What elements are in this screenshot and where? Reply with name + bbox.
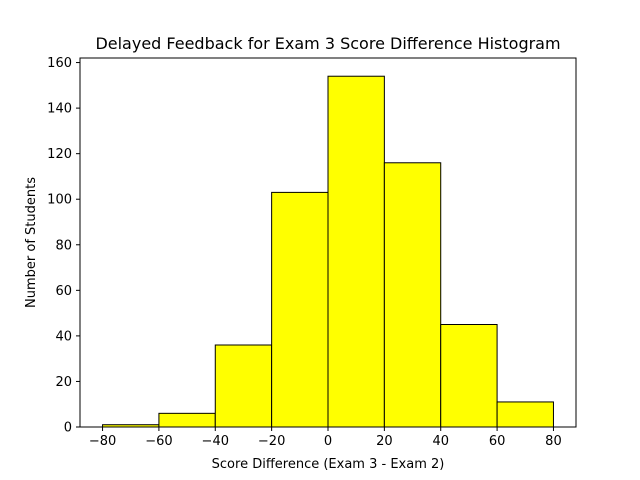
y-tick-label: 80: [55, 238, 72, 253]
x-tick-label: 40: [432, 434, 449, 449]
y-axis-ticks: 0 20 40 60 80 100 120 140 160: [47, 56, 80, 436]
x-tick-label: −60: [145, 434, 172, 449]
x-tick-label: 60: [489, 434, 506, 449]
bars-group: [102, 75, 554, 428]
y-tick-label: 40: [55, 329, 72, 344]
x-tick-label: 80: [545, 434, 562, 449]
histogram-bar-2: [214, 344, 273, 428]
x-tick-label: −20: [258, 434, 285, 449]
x-axis-ticks: −80 −60 −40 −20 0 20 40 60 80: [89, 427, 562, 449]
x-tick-label: 20: [376, 434, 393, 449]
x-tick-label: −40: [202, 434, 229, 449]
histogram-bar-6: [440, 324, 498, 428]
histogram-bar-3: [271, 191, 329, 428]
y-tick-label: 60: [55, 284, 72, 299]
y-tick-label: 120: [47, 147, 72, 162]
y-tick-label: 160: [47, 56, 72, 71]
histogram-bar-1: [158, 412, 216, 428]
y-axis-label: Number of Students: [24, 177, 39, 308]
y-tick-label: 100: [47, 193, 72, 208]
y-tick-label: 140: [47, 102, 72, 117]
x-tick-label: 0: [324, 434, 332, 449]
y-tick-label: 0: [64, 421, 72, 436]
x-axis-label: Score Difference (Exam 3 - Exam 2): [212, 457, 445, 472]
chart-title: Delayed Feedback for Exam 3 Score Differ…: [95, 34, 560, 53]
y-tick-label: 20: [55, 375, 72, 390]
x-tick-label: −80: [89, 434, 116, 449]
histogram-bar-4: [327, 75, 385, 428]
histogram-bar-7: [496, 401, 554, 428]
histogram-bar-5: [383, 162, 442, 428]
